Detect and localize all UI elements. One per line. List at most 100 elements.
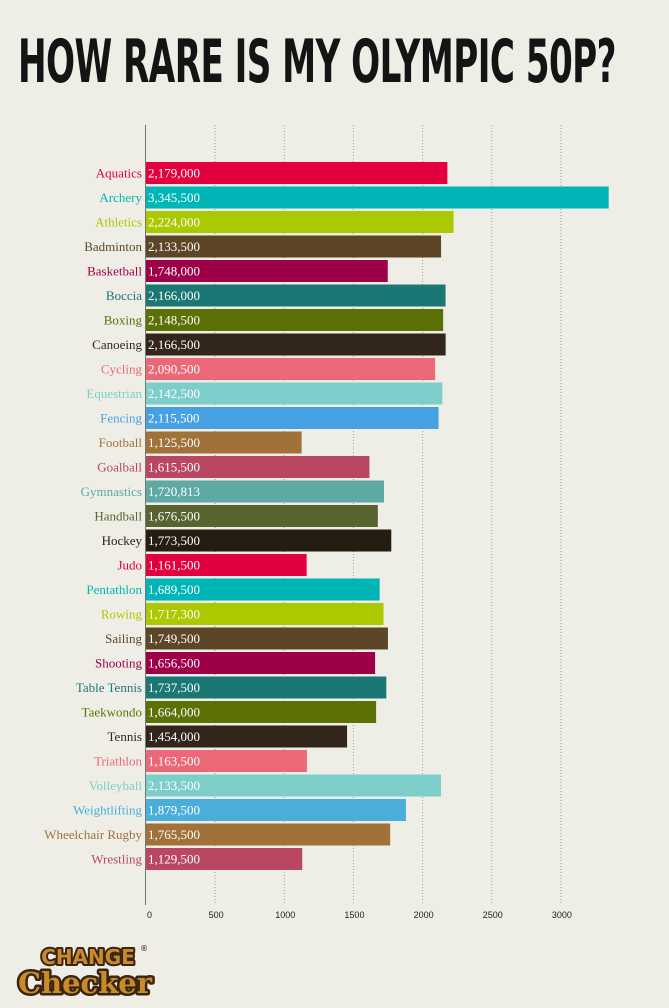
category-label: Cycling (101, 362, 143, 377)
x-tick-label: 0 (147, 910, 152, 920)
category-label: Shooting (95, 656, 142, 671)
bar-shooting (146, 652, 376, 674)
category-label: Rowing (101, 607, 143, 622)
bar-aquatics (146, 162, 448, 184)
category-label: Triathlon (94, 754, 142, 769)
value-label: 2,090,500 (148, 362, 200, 377)
value-label: 1,765,500 (148, 827, 200, 842)
x-tick-label: 500 (209, 910, 224, 920)
value-labels: 2,179,000 3,345,500 2,224,000 2,133,500 1,74… (148, 166, 200, 867)
logo-line-change: CHANGE (41, 945, 135, 969)
bar-cycling (146, 358, 436, 380)
bar-judo (146, 554, 307, 576)
bar-badminton (146, 235, 442, 258)
x-axis-tick-labels: 0 500 1000 1500 2000 2500 3000 (147, 910, 572, 920)
bar-basketball (146, 260, 388, 282)
change-checker-logo: CHANGE ® Checker (15, 943, 155, 1000)
value-label: 1,125,500 (148, 435, 200, 450)
value-label: 2,179,000 (148, 166, 200, 181)
bar-sailing (146, 627, 388, 650)
value-label: 1,676,500 (148, 509, 200, 524)
value-label: 1,748,000 (148, 264, 200, 279)
category-labels: Aquatics Archery Athletics Badminton Basketb… (44, 166, 142, 867)
x-tick-label: 1000 (275, 910, 295, 920)
category-label: Taekwondo (82, 705, 142, 720)
category-label: Boxing (104, 313, 143, 328)
logo-registered-mark: ® (140, 944, 148, 953)
category-label: Handball (94, 509, 142, 524)
category-label: Tennis (108, 729, 142, 744)
category-label: Aquatics (96, 166, 142, 181)
x-tick-label: 3000 (552, 910, 572, 920)
category-label: Table Tennis (76, 680, 142, 695)
bar-wrestling (146, 848, 303, 870)
bar-archery (146, 186, 609, 209)
bar-fencing (146, 407, 439, 429)
value-label: 1,720,813 (148, 484, 200, 499)
category-label: Gymnastics (81, 484, 142, 499)
category-label: Fencing (100, 411, 142, 426)
bar-canoeing (146, 333, 446, 356)
logo-line-checker: Checker (18, 966, 153, 1000)
value-label: 1,749,500 (148, 631, 200, 646)
value-label: 2,133,500 (148, 778, 200, 793)
bar-rowing (146, 603, 384, 625)
category-label: Badminton (84, 239, 142, 254)
category-label: Basketball (87, 264, 142, 279)
value-label: 1,689,500 (148, 582, 200, 597)
category-label: Pentathlon (86, 582, 142, 597)
bar-hockey (146, 529, 392, 552)
value-label: 1,879,500 (148, 803, 200, 818)
category-label: Goalball (97, 460, 142, 475)
value-label: 2,115,500 (148, 411, 200, 426)
category-label: Athletics (95, 215, 142, 230)
bar-weightlifting (146, 799, 406, 821)
category-label: Archery (99, 190, 142, 205)
value-label: 2,166,000 (148, 288, 200, 303)
x-tick-label: 1500 (344, 910, 364, 920)
bar-table-tennis (146, 676, 387, 699)
category-label: Wheelchair Rugby (44, 827, 142, 842)
value-label: 2,133,500 (148, 239, 200, 254)
category-label: Weightlifting (73, 803, 142, 818)
category-label: Canoeing (92, 337, 142, 352)
bar-taekwondo (146, 701, 377, 723)
bar-wheelchair-rugby (146, 823, 391, 846)
bar-athletics (146, 211, 454, 233)
category-label: Volleyball (89, 778, 143, 793)
category-label: Wrestling (91, 852, 142, 867)
category-label: Boccia (106, 288, 142, 303)
value-label: 1,773,500 (148, 533, 200, 548)
value-label: 2,224,000 (148, 215, 200, 230)
value-label: 3,345,500 (148, 190, 200, 205)
bar-triathlon (146, 750, 307, 772)
bar-equestrian (146, 382, 443, 405)
x-tick-label: 2500 (483, 910, 503, 920)
category-label: Football (99, 435, 143, 450)
bar-boccia (146, 284, 446, 307)
category-label: Judo (117, 558, 142, 573)
value-label: 2,148,500 (148, 313, 200, 328)
x-tick-label: 2000 (414, 910, 434, 920)
category-label: Sailing (105, 631, 142, 646)
bar-tennis (146, 725, 348, 748)
value-label: 1,129,500 (148, 852, 200, 867)
value-label: 1,717,300 (148, 607, 200, 622)
bar-volleyball (146, 774, 442, 797)
bar-football (146, 431, 302, 454)
bar-boxing (146, 309, 444, 331)
value-label: 1,454,000 (148, 729, 200, 744)
value-label: 1,163,500 (148, 754, 200, 769)
bar-goalball (146, 456, 370, 478)
value-label: 1,161,500 (148, 558, 200, 573)
value-label: 1,656,500 (148, 656, 200, 671)
bar-pentathlon (146, 578, 380, 601)
value-label: 1,664,000 (148, 705, 200, 720)
category-label: Equestrian (86, 386, 142, 401)
category-label: Hockey (102, 533, 143, 548)
bars (146, 162, 609, 870)
value-label: 1,737,500 (148, 680, 200, 695)
bar-handball (146, 505, 378, 527)
value-label: 2,142,500 (148, 386, 200, 401)
